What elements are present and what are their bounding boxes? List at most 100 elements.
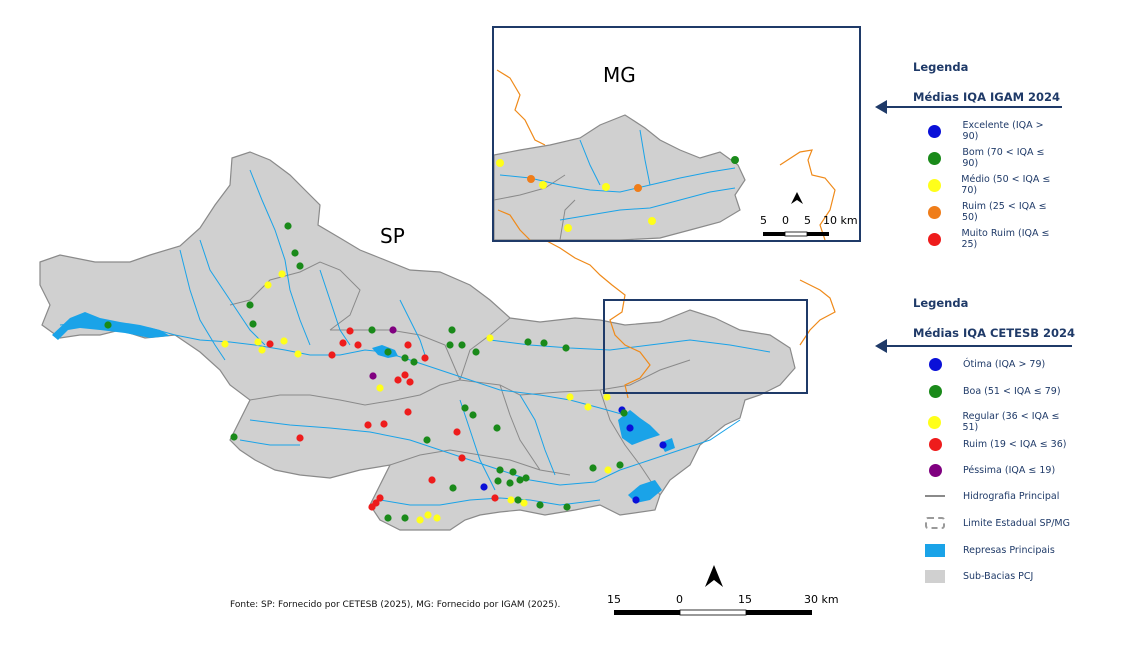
legend-item-label: Ruim (19 < IQA ≤ 36)	[963, 438, 1067, 450]
inset-scale-label: 0	[782, 214, 789, 227]
legend-item: Excelente (IQA > 90)	[925, 120, 1060, 142]
station-point	[368, 326, 376, 334]
inset-scale-label: 10 km	[823, 214, 858, 227]
legend-symbol-icon	[925, 543, 945, 557]
legend-symbol-icon	[925, 464, 945, 477]
station-point	[448, 326, 456, 334]
station-point	[458, 341, 466, 349]
legend-item: Médio (50 < IQA ≤ 70)	[925, 174, 1060, 196]
station-point	[524, 338, 532, 346]
station-point	[493, 424, 501, 432]
inset-scale-label: 5	[804, 214, 811, 227]
station-point	[354, 341, 362, 349]
legend-item: Sub-Bacias PCJ	[925, 570, 1033, 583]
station-point	[369, 372, 377, 380]
legend-item-label: Hidrografia Principal	[963, 490, 1060, 502]
station-point	[520, 499, 528, 507]
main-scale-label: 15	[738, 593, 752, 606]
north-arrow-icon	[705, 565, 723, 587]
station-point	[230, 433, 238, 441]
station-point	[291, 249, 299, 257]
station-point	[472, 348, 480, 356]
station-point	[602, 183, 610, 191]
station-point	[404, 408, 412, 416]
legend-item: Péssima (IQA ≤ 19)	[925, 464, 1055, 477]
station-point	[562, 344, 570, 352]
inset-scale-label: 5	[760, 214, 767, 227]
station-point	[428, 476, 436, 484]
station-point	[603, 393, 611, 401]
legend-symbol-icon	[925, 124, 945, 138]
legend-igam-arrow-icon	[875, 100, 1062, 114]
station-point	[480, 483, 488, 491]
station-point	[496, 159, 504, 167]
station-point	[527, 175, 535, 183]
station-point	[384, 514, 392, 522]
legend-igam-title: Legenda	[913, 60, 969, 74]
station-point	[632, 496, 640, 504]
legend-symbol-icon	[925, 205, 944, 219]
station-point	[376, 494, 384, 502]
legend-item-label: Bom (70 < IQA ≤ 90)	[962, 147, 1045, 169]
legend-item-label: Péssima (IQA ≤ 19)	[963, 465, 1056, 476]
station-point	[509, 468, 517, 476]
station-point	[486, 334, 494, 342]
station-point	[423, 436, 431, 444]
station-point	[446, 341, 454, 349]
station-point	[246, 301, 254, 309]
legend-item: Ótima (IQA > 79)	[925, 358, 1045, 371]
legend-cetesb-title: Legenda	[913, 296, 969, 310]
station-point	[540, 339, 548, 347]
legend-item: Ruim (19 < IQA ≤ 36)	[925, 437, 1067, 451]
station-point	[458, 454, 466, 462]
station-point	[659, 441, 667, 449]
main-scale-label: 0	[676, 593, 683, 606]
station-point	[278, 270, 286, 278]
station-point	[339, 339, 347, 347]
inset-station-points	[496, 156, 739, 232]
station-point	[604, 466, 612, 474]
station-point	[626, 424, 634, 432]
station-point	[634, 184, 642, 192]
station-point	[401, 514, 409, 522]
legend-item: Regular (36 < IQA ≤ 51)	[925, 411, 1075, 433]
station-point	[506, 479, 514, 487]
source-note: Fonte: SP: Fornecido por CETESB (2025), …	[230, 600, 561, 610]
legend-item: Represas Principais	[925, 543, 1055, 557]
station-point	[616, 461, 624, 469]
station-point	[328, 351, 336, 359]
legend-cetesb-arrow-icon	[875, 339, 1072, 353]
station-point	[449, 484, 457, 492]
sub-basin-borders	[229, 261, 691, 496]
station-point	[394, 376, 402, 384]
inset-extent-box	[603, 299, 808, 394]
station-point	[296, 262, 304, 270]
station-point	[266, 340, 274, 348]
legend-symbol-icon	[925, 415, 944, 429]
station-point	[494, 477, 502, 485]
legend-item-label: Ótima (IQA > 79)	[963, 359, 1046, 370]
legend-item-label: Represas Principais	[963, 544, 1055, 556]
legend-igam-subtitle: Médias IQA IGAM 2024	[913, 90, 1061, 104]
station-point	[589, 464, 597, 472]
mg-label: MG	[603, 63, 636, 87]
inset-basin-shape	[494, 114, 746, 240]
legend-item: Hidrografia Principal	[925, 491, 1059, 502]
inset-map: MG 5 0 5 10 km	[492, 26, 861, 242]
station-point	[424, 511, 432, 519]
legend-symbol-icon	[925, 570, 945, 583]
inset-scale-bar: 5 0 5 10 km	[760, 192, 858, 237]
legend-item: Limite Estadual SP/MG	[925, 517, 1070, 529]
legend-item-label: Ruim (25 < IQA ≤ 50)	[961, 201, 1047, 223]
legend-cetesb: Legenda Médias IQA CETESB 2024 Ótima (IQ…	[875, 296, 1076, 583]
main-scale-label: 30 km	[804, 593, 839, 606]
station-point	[364, 421, 372, 429]
legend-symbol-icon	[925, 358, 945, 371]
station-point	[384, 348, 392, 356]
legend-item-label: Médio (50 < IQA ≤ 70)	[961, 174, 1051, 196]
legend-item: Ruim (25 < IQA ≤ 50)	[925, 201, 1060, 223]
legend-cetesb-subtitle: Médias IQA CETESB 2024	[913, 326, 1076, 340]
station-point	[368, 503, 376, 511]
legend-item-label: Muito Ruim (IQA ≤ 25)	[961, 228, 1050, 250]
legend-symbol-icon	[925, 437, 945, 451]
